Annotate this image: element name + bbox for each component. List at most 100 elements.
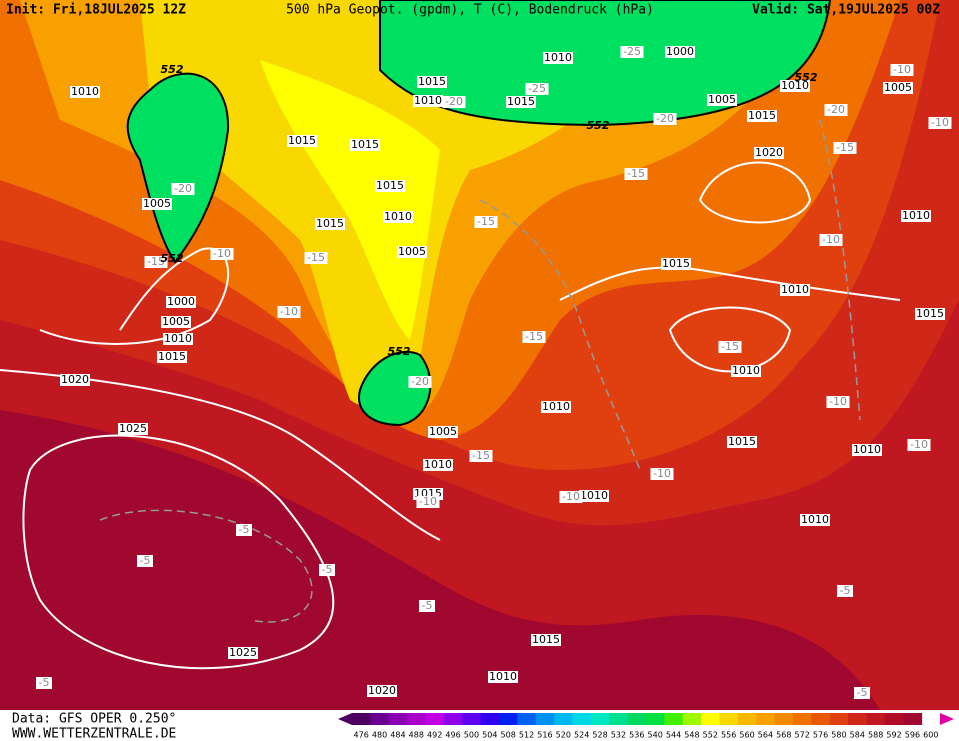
- label-box: [707, 94, 737, 106]
- label-box: [163, 333, 193, 345]
- colorbar-label: 588: [868, 731, 883, 740]
- colorbar-swatch: [682, 713, 702, 725]
- label-box: [620, 46, 644, 58]
- colorbar-label: 476: [354, 731, 369, 740]
- colorbar-swatch: [480, 713, 500, 725]
- colorbar-label: 524: [574, 731, 589, 740]
- colorbar-swatch: [609, 713, 629, 725]
- temperature-label: -10: [562, 490, 580, 503]
- isobar-label: 1010: [414, 94, 442, 107]
- temperature-label: -20: [656, 112, 674, 125]
- label-box: [531, 634, 561, 646]
- colorbar-label: 580: [831, 731, 846, 740]
- colorbar-label: 596: [905, 731, 920, 740]
- colorbar-label: 512: [519, 731, 534, 740]
- label-box: [142, 198, 172, 210]
- colorbar-swatch: [829, 713, 849, 725]
- colorbar-label: 480: [372, 731, 387, 740]
- height-label: 552: [795, 71, 818, 84]
- colorbar-swatch: [572, 713, 592, 725]
- colorbar-swatch: [590, 713, 610, 725]
- isobar-label: 1025: [119, 422, 147, 435]
- label-box: [287, 135, 317, 147]
- colorbar-label: 556: [721, 731, 736, 740]
- height-label: 552: [587, 119, 610, 132]
- colorbar-label: 500: [464, 731, 479, 740]
- label-box: [36, 677, 52, 689]
- label-box: [883, 82, 913, 94]
- label-box: [624, 168, 648, 180]
- isobar-label: 1015: [916, 307, 944, 320]
- colorbar-label: 492: [427, 731, 442, 740]
- temperature-label: -5: [239, 523, 250, 536]
- colorbar-swatch: [407, 713, 426, 725]
- temperature-label: -10: [653, 467, 671, 480]
- label-box: [833, 142, 857, 154]
- isobar-label: 1015: [748, 109, 776, 122]
- label-box: [837, 585, 853, 597]
- colorbar-label: 488: [409, 731, 424, 740]
- isobar-label: 1010: [781, 283, 809, 296]
- label-box: [901, 210, 931, 222]
- temperature-label: -10: [829, 395, 847, 408]
- isobar-label: 1010: [164, 332, 192, 345]
- isobar-label: 1000: [167, 295, 195, 308]
- colorbar-label: 540: [648, 731, 663, 740]
- colorbar-label: 548: [684, 731, 699, 740]
- isobar-label: 1015: [728, 435, 756, 448]
- colorbar-swatch: [774, 713, 794, 725]
- label-box: [665, 46, 695, 58]
- label-box: [579, 490, 609, 502]
- label-box: [506, 96, 536, 108]
- colorbar-swatch: [462, 713, 482, 725]
- site-name: WWW.WETTERZENTRALE.DE: [12, 727, 176, 741]
- label-box: [157, 351, 187, 363]
- label-box: [819, 234, 843, 246]
- colorbar-label: 516: [537, 731, 552, 740]
- colorbar-label: 528: [592, 731, 607, 740]
- label-box: [304, 252, 328, 264]
- colorbar-swatch: [554, 713, 573, 725]
- label-box: [525, 83, 549, 95]
- colorbar-swatch: [866, 713, 886, 725]
- label-box: [727, 436, 757, 448]
- label-box: [731, 365, 761, 377]
- isobar-label: 1015: [316, 217, 344, 230]
- colorbar-label: 584: [850, 731, 865, 740]
- isobar-label: 1015: [376, 179, 404, 192]
- colorbar-swatch: [627, 713, 647, 725]
- temperature-label: -15: [721, 340, 739, 353]
- label-box: [826, 396, 850, 408]
- label-box: [543, 52, 573, 64]
- isobar-label: 1010: [424, 458, 452, 471]
- label-box: [780, 284, 810, 296]
- isobar-label: 1005: [429, 425, 457, 438]
- colorbar-swatch: [719, 713, 739, 725]
- colorbar-label: 600: [923, 731, 938, 740]
- temperature-label: -15: [836, 141, 854, 154]
- colorbar-swatch: [811, 713, 831, 725]
- temperature-label: -10: [931, 116, 949, 129]
- label-box: [928, 117, 952, 129]
- isobar-label: 1020: [755, 146, 783, 159]
- temperature-label: -25: [528, 82, 546, 95]
- isobar-label: 1015: [662, 257, 690, 270]
- colorbar-label: 536: [629, 731, 644, 740]
- label-box: [408, 376, 432, 388]
- isobar-label: 1005: [162, 315, 190, 328]
- colorbar-label: 496: [445, 731, 460, 740]
- isobar-label: 1005: [398, 245, 426, 258]
- isobar-label: 1015: [351, 138, 379, 151]
- label-box: [824, 104, 848, 116]
- colorbar-arrow: [338, 713, 352, 725]
- isobar-label: 1005: [708, 93, 736, 106]
- temperature-label: -20: [411, 375, 429, 388]
- label-box: [315, 218, 345, 230]
- colorbar-label: 552: [703, 731, 718, 740]
- header: Init: Fri,18JUL2025 12Z 500 hPa Geopot. …: [6, 3, 940, 18]
- label-box: [367, 685, 397, 697]
- label-box: [277, 306, 301, 318]
- label-box: [907, 439, 931, 451]
- valid-time: Valid: Sat,19JUL2025 00Z: [752, 3, 940, 18]
- label-box: [397, 246, 427, 258]
